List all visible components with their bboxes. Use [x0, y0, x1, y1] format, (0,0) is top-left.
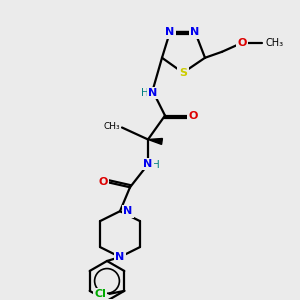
- Text: N: N: [116, 252, 124, 262]
- Text: N: N: [143, 159, 153, 170]
- Text: CH₃: CH₃: [265, 38, 283, 48]
- Text: N: N: [190, 27, 200, 37]
- Text: O: O: [98, 177, 108, 187]
- Text: H: H: [152, 160, 160, 170]
- Text: H: H: [141, 88, 149, 98]
- Text: S: S: [179, 68, 187, 78]
- Text: N: N: [148, 88, 158, 98]
- Text: N: N: [123, 206, 133, 216]
- Text: Cl: Cl: [94, 289, 106, 299]
- Polygon shape: [148, 139, 162, 144]
- Text: CH₃: CH₃: [103, 122, 120, 131]
- Text: O: O: [237, 38, 247, 48]
- Text: N: N: [165, 27, 175, 37]
- Text: O: O: [188, 111, 198, 121]
